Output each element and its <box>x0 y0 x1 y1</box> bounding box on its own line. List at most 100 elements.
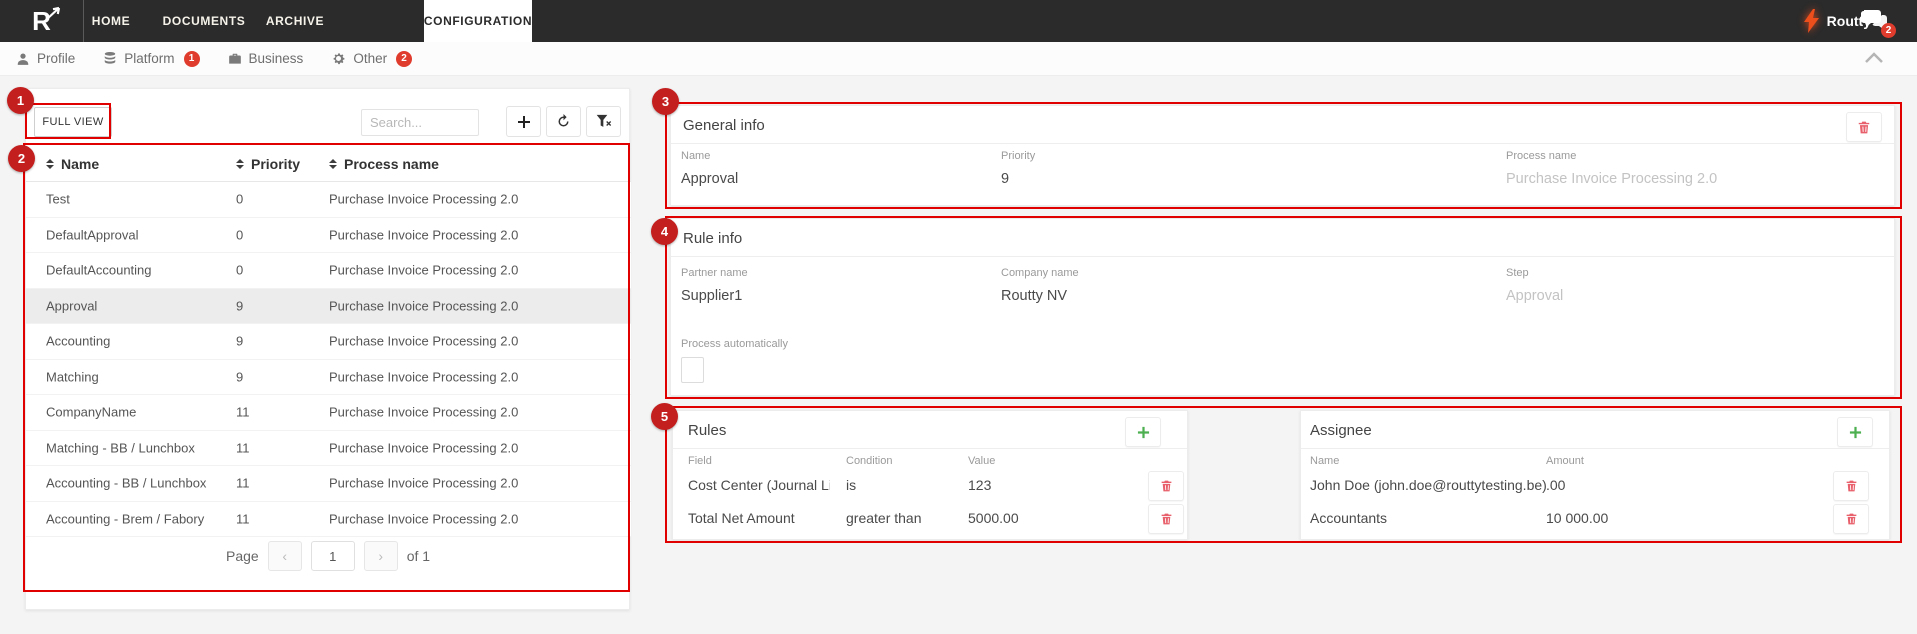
subnav-label: Platform <box>124 51 175 66</box>
table-row[interactable]: Accounting 9 Purchase Invoice Processing 2… <box>26 324 631 360</box>
tab-archive[interactable]: ARCHIVE <box>265 14 325 28</box>
trash-icon <box>1161 513 1171 525</box>
delete-rule-row-button[interactable] <box>1148 471 1184 501</box>
subnav-item-business[interactable]: Business <box>228 51 304 66</box>
plus-icon <box>1137 426 1149 438</box>
tab-home[interactable]: HOME <box>91 14 131 28</box>
cell-priority: 9 <box>236 333 244 349</box>
filter-clear-icon <box>596 114 611 127</box>
field-process-name: Process name Purchase Invoice Processing… <box>1506 150 1717 187</box>
field-name: Name Approval <box>681 150 738 187</box>
table-row[interactable]: Test 0 Purchase Invoice Processing 2.0 <box>26 182 631 218</box>
table-body: Test 0 Purchase Invoice Processing 2.0 Def… <box>26 182 631 537</box>
clear-filter-button[interactable] <box>586 106 621 137</box>
cell-process: Purchase Invoice Processing 2.0 <box>329 404 519 420</box>
delete-assignee-button[interactable] <box>1833 471 1869 501</box>
cell-priority: 11 <box>236 475 250 491</box>
general-info-section: General info Name Approval Priority 9 Pr… <box>670 105 1895 206</box>
sort-icon <box>46 159 54 169</box>
column-header-priority[interactable]: Priority <box>236 146 300 182</box>
subnav-item-profile[interactable]: Profile <box>16 51 75 66</box>
subnav-item-platform[interactable]: Platform 1 <box>103 50 200 67</box>
delete-rule-button[interactable] <box>1846 112 1882 142</box>
collapse-panel-chevron-icon[interactable] <box>1863 50 1885 64</box>
table-row[interactable]: CompanyName 11 Purchase Invoice Processing… <box>26 395 631 431</box>
field-label: Name <box>681 150 711 162</box>
assignee-col-name: Name <box>1310 455 1340 467</box>
divider <box>673 448 1187 449</box>
column-header-name[interactable]: Name <box>46 146 99 182</box>
cell-name: Accounting <box>46 333 111 349</box>
divider <box>671 143 1894 144</box>
sort-icon <box>236 159 244 169</box>
rule-info-section: Rule info Partner name Supplier1 Company… <box>670 218 1895 396</box>
cell-process: Purchase Invoice Processing 2.0 <box>329 369 519 385</box>
cell-priority: 11 <box>236 404 250 420</box>
cell-name: DefaultApproval <box>46 227 139 243</box>
divider <box>1301 448 1889 449</box>
rules-col-value: Value <box>968 455 996 467</box>
product-name: Routty <box>1826 13 1871 29</box>
plus-icon <box>1849 426 1861 438</box>
rule-value: 123 <box>968 477 992 493</box>
field-value: 9 <box>1001 171 1010 187</box>
table-row-selected[interactable]: Approval 9 Purchase Invoice Processing 2.0 <box>26 288 631 324</box>
tab-configuration[interactable]: CONFIGURATION <box>424 0 532 42</box>
cell-process: Purchase Invoice Processing 2.0 <box>329 262 519 278</box>
tab-documents[interactable]: DOCUMENTS <box>162 14 246 28</box>
section-title: Rule info <box>683 230 743 247</box>
column-label: Process name <box>344 156 439 172</box>
rules-col-field: Field <box>688 455 712 467</box>
assignee-section: Assignee Name Amount John Doe (john.doe@… <box>1300 410 1890 540</box>
table-row[interactable]: Matching - BB / Lunchbox 11 Purchase Invoi… <box>26 430 631 466</box>
rules-col-condition: Condition <box>846 455 893 467</box>
rule-value: 5000.00 <box>968 510 1019 526</box>
page-label: Page <box>226 548 259 564</box>
add-assignee-button[interactable] <box>1837 417 1873 447</box>
page-number-input[interactable] <box>310 541 355 571</box>
section-title: General info <box>683 117 765 134</box>
table-row[interactable]: Accounting - Brem / Fabory 11 Purchase Inv… <box>26 501 631 537</box>
divider <box>671 256 1894 257</box>
field-value: Approval <box>1506 288 1564 304</box>
cell-name: Matching - BB / Lunchbox <box>46 440 195 456</box>
delete-assignee-button[interactable] <box>1833 504 1869 534</box>
full-view-button[interactable]: FULL VIEW <box>34 107 112 137</box>
navbar-right-group: Routty <box>1803 0 1917 42</box>
subnav-label: Profile <box>37 51 76 66</box>
cell-process: Purchase Invoice Processing 2.0 <box>329 298 519 314</box>
column-header-process-name[interactable]: Process name <box>329 146 439 182</box>
table-header-row: Name Priority Process name <box>26 146 631 182</box>
table-row[interactable]: DefaultApproval 0 Purchase Invoice Process… <box>26 217 631 253</box>
cell-name: DefaultAccounting <box>46 262 152 278</box>
rule-field: Cost Center (Journal Line <box>688 477 830 493</box>
add-rule-button[interactable] <box>506 106 541 137</box>
cell-name: Accounting - Brem / Fabory <box>46 511 205 527</box>
delete-rule-row-button[interactable] <box>1148 504 1184 534</box>
cell-name: Matching <box>46 369 99 385</box>
assignee-name: John Doe (john.doe@routtytesting.be) <box>1310 477 1547 493</box>
routty-logo[interactable]: R <box>0 0 83 42</box>
column-label: Name <box>61 156 100 172</box>
rules-section: Rules Field Condition Value Cost Center … <box>672 410 1188 540</box>
other-badge: 2 <box>396 50 413 67</box>
next-page-button[interactable]: › <box>363 541 398 571</box>
subnav-item-other[interactable]: Other 2 <box>331 50 413 67</box>
prev-page-button[interactable]: ‹ <box>267 541 302 571</box>
assignee-amount: 10 000.00 <box>1546 510 1609 526</box>
chat-button[interactable]: 2 <box>1861 8 1896 38</box>
chat-badge: 2 <box>1881 23 1896 38</box>
search-input[interactable] <box>361 109 479 136</box>
table-row[interactable]: Matching 9 Purchase Invoice Processing 2.0 <box>26 359 631 395</box>
refresh-button[interactable] <box>546 106 581 137</box>
table-row[interactable]: DefaultAccounting 0 Purchase Invoice Proce… <box>26 253 631 289</box>
user-icon <box>17 52 29 65</box>
section-title: Assignee <box>1310 422 1372 439</box>
cell-process: Purchase Invoice Processing 2.0 <box>329 440 519 456</box>
add-rule-condition-button[interactable] <box>1125 417 1161 447</box>
assignee-amount: .00 <box>1546 477 1566 493</box>
table-row[interactable]: Accounting - BB / Lunchbox 11 Purchase Inv… <box>26 466 631 502</box>
process-automatically-checkbox[interactable] <box>681 357 704 383</box>
subnav-label: Business <box>248 51 304 66</box>
